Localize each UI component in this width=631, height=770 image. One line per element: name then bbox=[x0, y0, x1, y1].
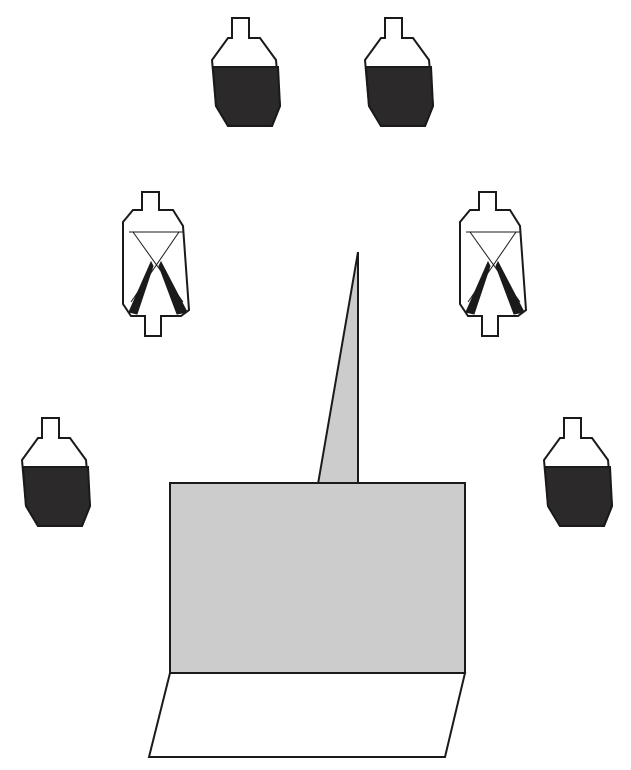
grey-spike bbox=[316, 251, 359, 485]
standing-figure-top-left-icon bbox=[211, 17, 281, 127]
standing-figure-bottom-left-icon bbox=[21, 417, 91, 527]
standing-figure-bottom-right-icon bbox=[543, 417, 613, 527]
floor-panel bbox=[147, 672, 467, 758]
crossed-figure-middle-left-icon bbox=[122, 191, 190, 337]
crossed-figure-middle-right-icon bbox=[459, 191, 527, 337]
grey-table bbox=[169, 482, 466, 674]
standing-figure-top-right-icon bbox=[364, 17, 434, 127]
